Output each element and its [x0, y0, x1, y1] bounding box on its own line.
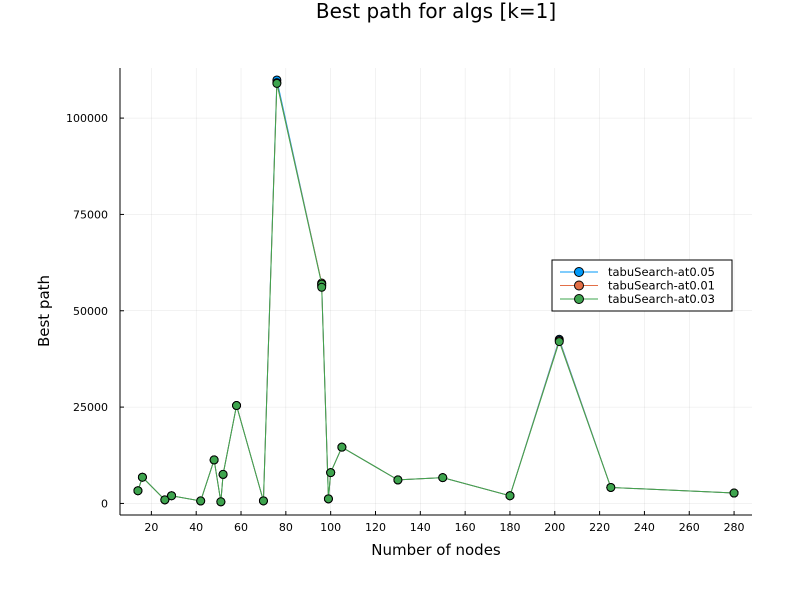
data-point [133, 486, 143, 496]
data-point [167, 491, 177, 501]
data-point [218, 469, 228, 479]
y-tick-label: 100000 [66, 112, 108, 125]
y-tick-label: 50000 [73, 305, 108, 318]
series-line [137, 83, 735, 502]
data-point [317, 282, 327, 292]
data-point [216, 497, 226, 507]
x-tick-label: 180 [499, 521, 520, 534]
data-point [196, 496, 206, 506]
data-point [232, 401, 242, 411]
data-point [438, 473, 448, 483]
x-tick-label: 100 [320, 521, 341, 534]
legend-item: tabuSearch-at0.01 [560, 279, 715, 293]
legend-marker [574, 267, 584, 277]
x-tick-label: 140 [410, 521, 431, 534]
data-point [137, 472, 147, 482]
data-point [258, 496, 268, 506]
x-tick-label: 80 [279, 521, 293, 534]
legend-label: tabuSearch-at0.01 [608, 279, 715, 293]
data-point [505, 491, 515, 501]
data-point [393, 475, 403, 485]
series-tabuSearch-at0.03 [133, 78, 739, 507]
data-point [326, 468, 336, 478]
data-point [272, 78, 282, 88]
y-tick-label: 0 [101, 497, 108, 510]
x-tick-label: 200 [544, 521, 565, 534]
data-point [729, 488, 739, 498]
data-point [323, 494, 333, 504]
y-tick-label: 25000 [73, 401, 108, 414]
legend-label: tabuSearch-at0.05 [608, 265, 715, 279]
x-tick-label: 260 [679, 521, 700, 534]
legend-marker [574, 280, 584, 291]
y-axis-ticks: 0 25000 50000 75000 100000 [66, 112, 124, 510]
x-tick-label: 280 [724, 521, 745, 534]
chart-title: Best path for algs [k=1] [316, 0, 556, 23]
legend-label: tabuSearch-at0.03 [608, 292, 715, 306]
data-point [554, 337, 564, 347]
x-tick-label: 40 [189, 521, 203, 534]
x-tick-label: 220 [589, 521, 610, 534]
series-group [133, 75, 739, 507]
x-tick-label: 20 [144, 521, 158, 534]
data-point [209, 455, 219, 465]
legend: tabuSearch-at0.05tabuSearch-at0.01tabuSe… [551, 259, 733, 312]
x-tick-label: 120 [365, 521, 386, 534]
data-point [337, 442, 347, 452]
legend-marker [574, 294, 584, 304]
x-axis-label: Number of nodes [371, 541, 501, 559]
legend-item: tabuSearch-at0.03 [560, 292, 715, 306]
axes [119, 68, 752, 516]
y-axis-label: Best path [35, 275, 53, 347]
x-tick-label: 60 [234, 521, 248, 534]
data-point [606, 482, 616, 492]
x-axis-ticks: 20 40 60 80 100 120 140 160 180 200 220 240 260 280 [144, 511, 745, 534]
legend-item: tabuSearch-at0.05 [560, 265, 715, 279]
x-tick-label: 160 [455, 521, 476, 534]
data-point [160, 495, 170, 505]
y-tick-label: 75000 [73, 208, 108, 221]
x-tick-label: 240 [634, 521, 655, 534]
